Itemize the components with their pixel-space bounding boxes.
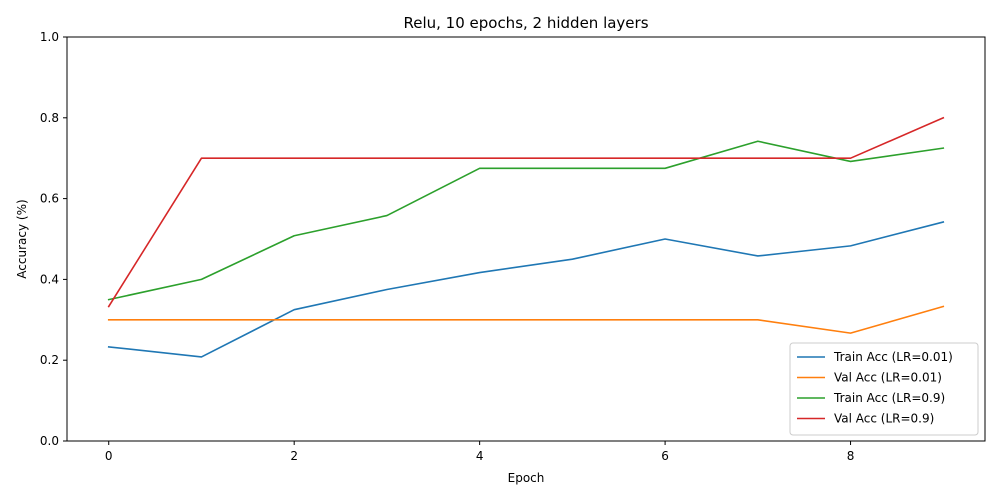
x-tick-label: 4 (476, 449, 484, 463)
y-axis-ticks: 0.0 0.2 0.4 0.6 0.8 1.0 (40, 30, 67, 448)
y-tick-label: 0.4 (40, 272, 59, 286)
x-axis-label: Epoch (508, 471, 545, 485)
y-tick-label: 1.0 (40, 30, 59, 44)
legend-label-2: Train Acc (LR=0.9) (833, 391, 945, 405)
y-axis-label: Accuracy (%) (15, 199, 29, 278)
legend: Train Acc (LR=0.01) Val Acc (LR=0.01) Trai… (789, 342, 979, 436)
chart-title: Relu, 10 epochs, 2 hidden layers (403, 14, 648, 32)
y-tick-label: 0.2 (40, 353, 59, 367)
series-line-2 (107, 140, 945, 301)
x-tick-label: 8 (847, 449, 855, 463)
plot-frame (66, 36, 986, 442)
y-tick-label: 0.8 (40, 111, 59, 125)
series-lines (107, 116, 945, 358)
x-tick-label: 2 (290, 449, 298, 463)
x-axis-ticks: 0 2 4 6 8 (105, 441, 854, 463)
y-tick-label: 0.6 (40, 192, 59, 206)
x-tick-label: 0 (105, 449, 113, 463)
legend-label-3: Val Acc (LR=0.9) (834, 412, 934, 426)
legend-label-1: Val Acc (LR=0.01) (834, 371, 942, 385)
legend-box (789, 342, 979, 436)
series-line-1 (107, 305, 945, 334)
series-line-0 (107, 221, 945, 358)
series-line-3 (107, 116, 945, 308)
plot-area (66, 36, 986, 442)
legend-label-0: Train Acc (LR=0.01) (833, 350, 953, 364)
x-tick-label: 6 (661, 449, 669, 463)
y-tick-label: 0.0 (40, 434, 59, 448)
